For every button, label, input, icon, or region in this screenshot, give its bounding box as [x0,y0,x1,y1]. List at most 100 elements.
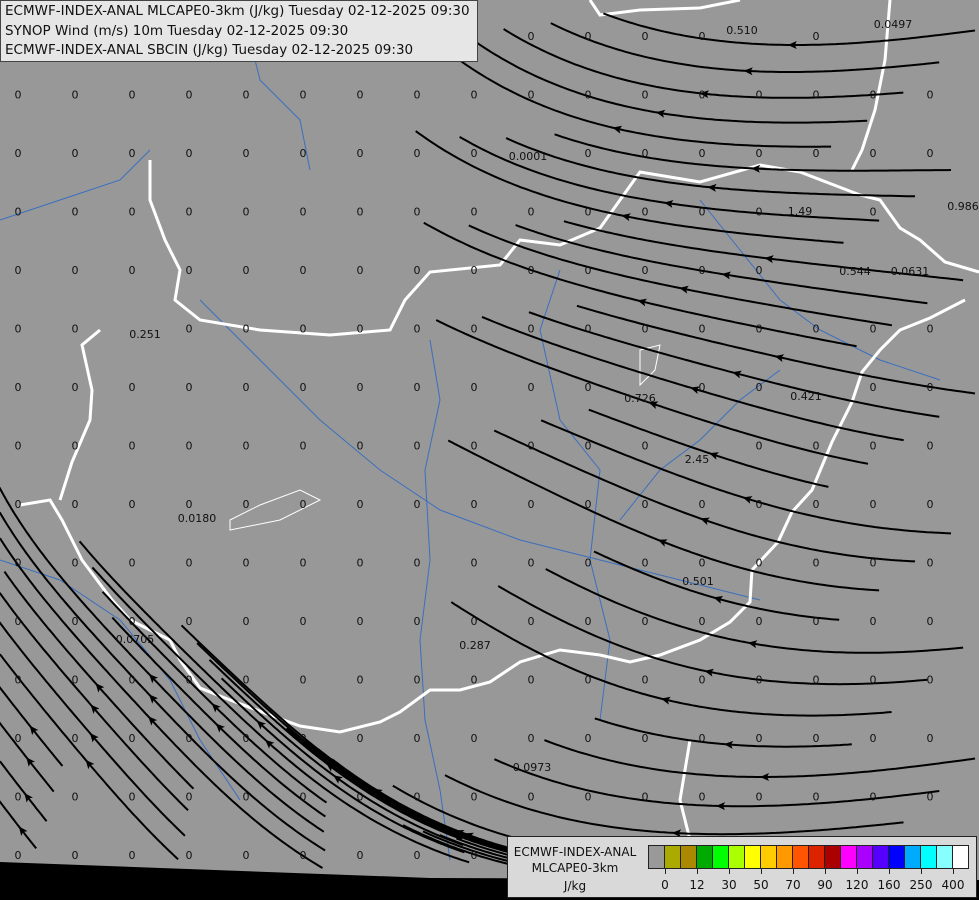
value-label: 0 [243,440,250,453]
legend-tick [953,868,954,874]
value-label: 0 [243,849,250,862]
value-label: 0 [414,147,421,160]
legend-title-source: ECMWF-INDEX-ANAL [513,845,637,859]
value-label: 0 [528,264,535,277]
value-label: 0 [414,849,421,862]
value-label: 0 [72,498,79,511]
legend-swatch [729,846,745,868]
legend-swatch [921,846,937,868]
streamline [528,311,940,418]
value-label: 0 [357,89,364,102]
value-label: 0 [585,791,592,804]
value-label: 0 [243,264,250,277]
value-label: 0 [699,89,706,102]
value-label: 0 [186,498,193,511]
streamline-arrow [690,386,700,395]
legend-tick [921,868,922,874]
value-label: 0 [471,849,478,862]
value-label: 0 [528,557,535,570]
value-label: 0 [813,791,820,804]
value-label: 0 [756,440,763,453]
value-label: 0 [357,849,364,862]
value-label: 0 [15,849,22,862]
streamline-arrow [95,683,105,693]
legend-tick-label: 30 [721,878,737,892]
streamline-arrow [265,739,275,749]
value-label: 0 [528,440,535,453]
value-label: 0 [813,557,820,570]
value-label: 0 [357,674,364,687]
legend-tick [761,868,762,874]
value-label: 0 [300,89,307,102]
streamline [0,621,186,837]
streamline-arrow [621,213,631,222]
value-label: 0 [414,206,421,219]
legend-swatch [713,846,729,868]
value-label: 0 [129,147,136,160]
value-label: 0 [186,264,193,277]
value-label: 0 [186,615,193,628]
value-label: 0 [585,440,592,453]
legend-title-param: MLCAPE0-3km [531,861,619,875]
value-label: 0 [927,89,934,102]
streamline-arrow [661,696,671,705]
streamline [593,550,840,621]
value-label: 0 [72,440,79,453]
value-label: 0 [357,440,364,453]
value-label: 0 [528,498,535,511]
value-label: 0 [642,147,649,160]
value-label: 0 [585,674,592,687]
border-line [148,160,979,337]
value-label: 0 [243,615,250,628]
value-label: 0 [642,440,649,453]
value-label: 0 [72,89,79,102]
streamline [554,133,952,172]
value-label-nonzero: 0.0180 [178,512,217,525]
streamline-arrow [709,452,719,460]
value-label: 0 [414,323,421,336]
legend-tick-label: 400 [941,878,965,892]
value-label: 0 [585,615,592,628]
river-line [419,339,451,861]
value-label: 0 [642,89,649,102]
legend-tick-label: 0 [661,878,669,892]
legend-tick [889,868,890,874]
streamline-arrow [655,109,666,118]
streamline [481,315,904,442]
value-label: 0 [72,323,79,336]
value-label: 0 [243,147,250,160]
value-label: 0 [699,791,706,804]
border-line [58,328,101,501]
streamline [0,537,324,869]
value-label: 0 [15,147,22,160]
legend-swatch [793,846,809,868]
value-label: 0 [414,674,421,687]
legend-unit: J/kg [563,879,587,893]
value-label: 0 [15,674,22,687]
value-label: 0 [471,89,478,102]
value-label: 0 [243,791,250,804]
value-label: 0 [642,732,649,745]
value-label: 0 [186,440,193,453]
value-label-nonzero: 0.544 [839,265,871,278]
streamline-arrow [699,90,709,99]
value-label: 0 [15,791,22,804]
value-label: 0 [642,498,649,511]
value-label: 0 [129,498,136,511]
legend-swatch [905,846,921,868]
legend-tick-label: 90 [817,878,833,892]
value-label: 0 [300,323,307,336]
streamline-arrow [707,183,717,192]
value-label: 0 [15,323,22,336]
value-label: 0 [927,791,934,804]
value-label: 0 [15,264,22,277]
streamline [450,601,892,717]
value-label: 0 [756,498,763,511]
title-box: ECMWF-INDEX-ANAL MLCAPE0-3km (J/kg) Tues… [0,0,478,62]
streamline-arrow [679,285,689,294]
legend-swatch [761,846,777,868]
streamline-arrow [657,539,668,547]
streamline-arrow [663,199,674,208]
value-label: 0 [186,791,193,804]
value-label: 0 [528,615,535,628]
